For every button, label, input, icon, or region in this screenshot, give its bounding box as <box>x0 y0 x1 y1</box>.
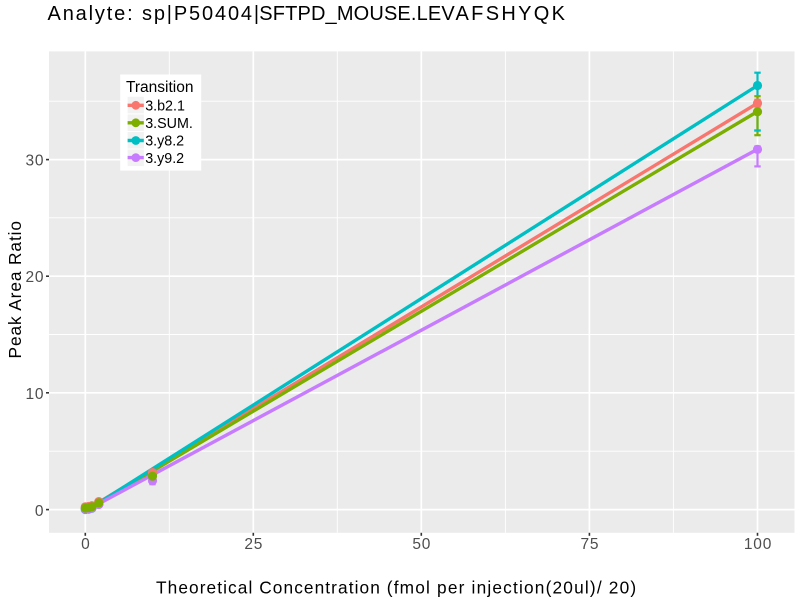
svg-text:10: 10 <box>25 386 44 403</box>
svg-text:3.y8.2: 3.y8.2 <box>145 134 184 150</box>
svg-text:Transition: Transition <box>126 79 193 96</box>
svg-text:100: 100 <box>744 536 772 553</box>
svg-text:75: 75 <box>580 536 599 553</box>
svg-text:0: 0 <box>81 536 90 553</box>
svg-text:3.y9.2: 3.y9.2 <box>145 151 184 167</box>
svg-text:0: 0 <box>35 503 44 520</box>
svg-text:3.b2.1: 3.b2.1 <box>145 99 185 115</box>
svg-text:3.SUM.: 3.SUM. <box>145 116 193 132</box>
svg-text:30: 30 <box>25 153 44 170</box>
svg-text:50: 50 <box>412 536 431 553</box>
svg-text:25: 25 <box>244 536 263 553</box>
svg-text:Theoretical Concentration (fmo: Theoretical Concentration (fmol per inje… <box>156 578 637 598</box>
svg-text:20: 20 <box>25 269 44 286</box>
svg-text:Analyte: sp|P50404|SFTPD_MOUSE: Analyte: sp|P50404|SFTPD_MOUSE.LEVAFSHYQ… <box>48 3 568 25</box>
svg-text:Peak Area Ratio: Peak Area Ratio <box>5 220 25 358</box>
